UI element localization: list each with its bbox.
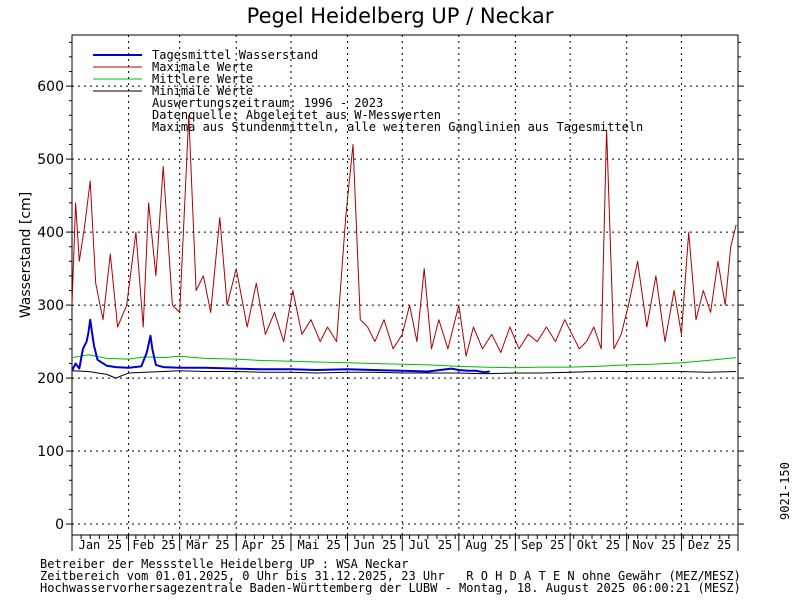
series-line-tagesmittel	[71, 318, 490, 374]
x-month-label: Jun 25	[353, 538, 396, 552]
station-id: 9021-150	[778, 462, 792, 520]
plot-frame	[71, 34, 739, 536]
y-tick-label: 0	[55, 517, 64, 533]
y-axis-label: Wasserstand [cm]	[18, 192, 34, 318]
x-month-label: Aug 25	[465, 538, 508, 552]
footer-source: Hochwasservorhersagezentrale Baden-Württ…	[40, 581, 741, 595]
chart-title: Pegel Heidelberg UP / Neckar	[246, 4, 554, 28]
legend-label: Mittlere Werte	[152, 72, 253, 86]
x-month-label: Mai 25	[298, 538, 341, 552]
x-month-label: Dez 25	[688, 538, 731, 552]
legend-label: Maximale Werte	[152, 60, 253, 74]
legend-note: Datenquelle: Abgeleitet aus W-Messwerten	[152, 108, 441, 122]
x-month-label: Okt 25	[577, 538, 620, 552]
legend-note: Auswertungszeitraum: 1996 - 2023	[152, 96, 383, 110]
x-month-label: Feb 25	[132, 538, 175, 552]
y-tick-label: 500	[37, 152, 64, 168]
series-line-minimale	[71, 370, 737, 379]
y-tick-label: 100	[37, 444, 64, 460]
y-tick-label: 400	[37, 225, 64, 241]
footer-operator: Betreiber der Messstelle Heidelberg UP :…	[40, 557, 409, 571]
footer-time-range: Zeitbereich vom 01.01.2025, 0 Uhr bis 31…	[40, 569, 741, 583]
y-tick-label: 200	[37, 371, 64, 387]
x-month-label: Sep 25	[521, 538, 564, 552]
legend-label: Minimale Werte	[152, 84, 253, 98]
legend-label: Tagesmittel Wasserstand	[152, 48, 318, 62]
y-tick-label: 300	[37, 298, 64, 314]
x-month-label: Jul 25	[409, 538, 452, 552]
x-month-label: Jan 25	[79, 538, 122, 552]
x-month-label: Nov 25	[632, 538, 675, 552]
legend-note: Maxima aus Stundenmitteln, alle weiteren…	[152, 120, 643, 134]
series-line-mittlere	[71, 354, 737, 369]
x-month-label: Mär 25	[186, 538, 229, 552]
series-line-maximale	[71, 114, 737, 357]
x-month-label: Apr 25	[242, 538, 285, 552]
y-tick-label: 600	[37, 79, 64, 95]
